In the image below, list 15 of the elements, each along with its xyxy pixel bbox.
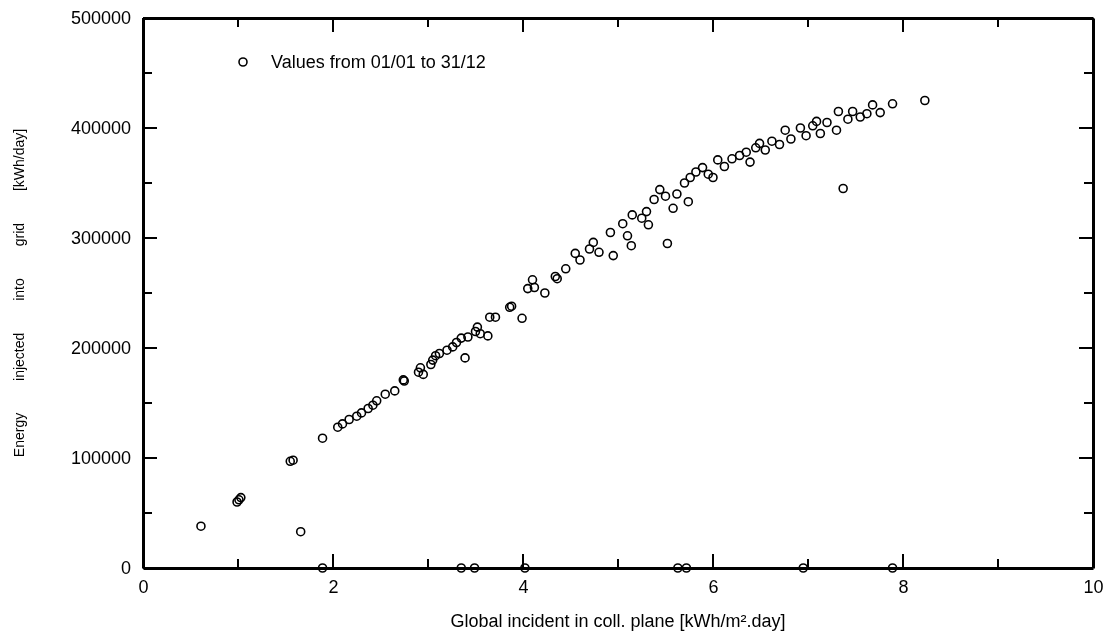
- x-tick-label: 8: [898, 576, 909, 597]
- y-tick-label: 0: [120, 558, 131, 579]
- y-tick-label: 400000: [70, 118, 131, 139]
- y-tick-label: 500000: [70, 8, 131, 29]
- x-tick-label: 6: [708, 576, 719, 597]
- x-tick-label: 4: [518, 576, 529, 597]
- y-axis-title: Energy injected into grid [kWh/day]: [11, 128, 27, 458]
- y-tick-label: 300000: [70, 228, 131, 249]
- x-tick-label: 0: [138, 576, 149, 597]
- legend-label: Values from 01/01 to 31/12: [271, 52, 486, 73]
- x-tick-label: 2: [328, 576, 339, 597]
- y-tick-label: 100000: [70, 448, 131, 469]
- x-axis-title: Global incident in coll. plane [kWh/m².day]: [450, 611, 786, 631]
- y-tick-label: 200000: [70, 338, 131, 359]
- x-tick-label: 10: [1083, 576, 1104, 597]
